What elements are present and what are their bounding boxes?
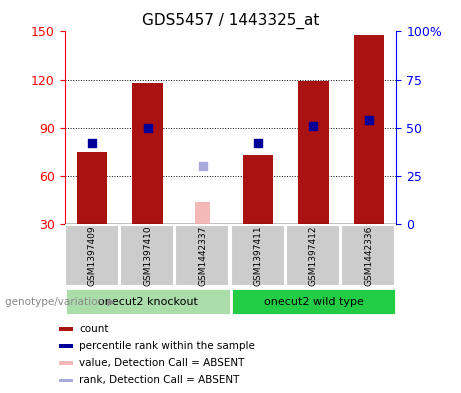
Point [254,140,262,146]
Text: GSM1397412: GSM1397412 [309,225,318,286]
Point [89,140,96,146]
Text: onecut2 knockout: onecut2 knockout [98,297,197,307]
Text: percentile rank within the sample: percentile rank within the sample [79,341,255,351]
Point [365,117,372,123]
Text: count: count [79,324,109,334]
Text: genotype/variation ▶: genotype/variation ▶ [5,297,115,307]
Point [144,125,151,131]
Bar [77,152,107,224]
Bar [286,225,340,286]
Bar [298,81,329,224]
Text: GSM1397409: GSM1397409 [88,225,97,286]
Text: GSM1397410: GSM1397410 [143,225,152,286]
Bar [59,378,73,382]
Bar [65,288,230,315]
Bar [341,225,396,286]
Bar [195,202,210,224]
Point [199,163,207,169]
Bar [354,35,384,224]
Bar [59,344,73,348]
Title: GDS5457 / 1443325_at: GDS5457 / 1443325_at [142,13,319,29]
Bar [230,288,396,315]
Text: GSM1442337: GSM1442337 [198,225,207,286]
Text: GSM1442336: GSM1442336 [364,225,373,286]
Bar [243,155,273,224]
Bar [65,225,119,286]
Text: rank, Detection Call = ABSENT: rank, Detection Call = ABSENT [79,375,239,386]
Bar [230,225,285,286]
Text: value, Detection Call = ABSENT: value, Detection Call = ABSENT [79,358,244,368]
Text: GSM1397411: GSM1397411 [254,225,263,286]
Point [310,123,317,129]
Text: onecut2 wild type: onecut2 wild type [264,297,363,307]
Bar [59,327,73,331]
Bar [132,83,163,224]
Bar [175,225,230,286]
Bar [59,362,73,365]
Bar [120,225,174,286]
